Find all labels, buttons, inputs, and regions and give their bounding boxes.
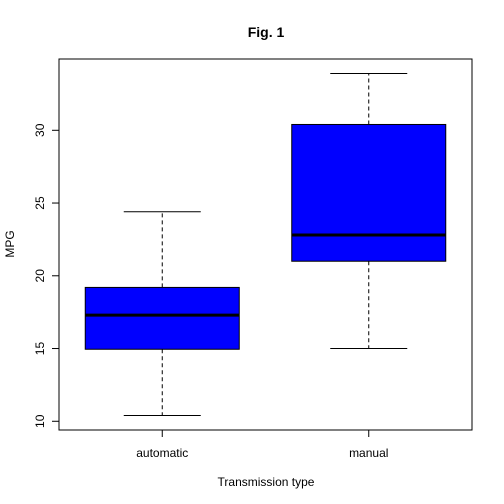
box-automatic (84, 211, 240, 416)
y-tick-label-15: 15 (33, 342, 47, 356)
x-tick-label-manual: manual (349, 446, 388, 460)
y-tick-label-20: 20 (33, 269, 47, 283)
x-tick-label-automatic: automatic (136, 446, 188, 460)
x-axis-label: Transmission type (218, 475, 315, 489)
plot-frame (58, 58, 473, 431)
y-tick-label-10: 10 (33, 414, 47, 428)
box-manual (291, 73, 447, 350)
y-axis: 10 15 20 25 30 (33, 123, 59, 428)
x-axis: automatic manual (136, 430, 388, 460)
y-axis-label: MPG (3, 230, 17, 257)
boxes-group (84, 73, 447, 416)
iqr-box-manual (291, 123, 447, 262)
y-tick-label-30: 30 (33, 123, 47, 137)
chart-title: Fig. 1 (248, 24, 285, 40)
y-tick-label-25: 25 (33, 196, 47, 210)
iqr-box-automatic (84, 286, 240, 350)
